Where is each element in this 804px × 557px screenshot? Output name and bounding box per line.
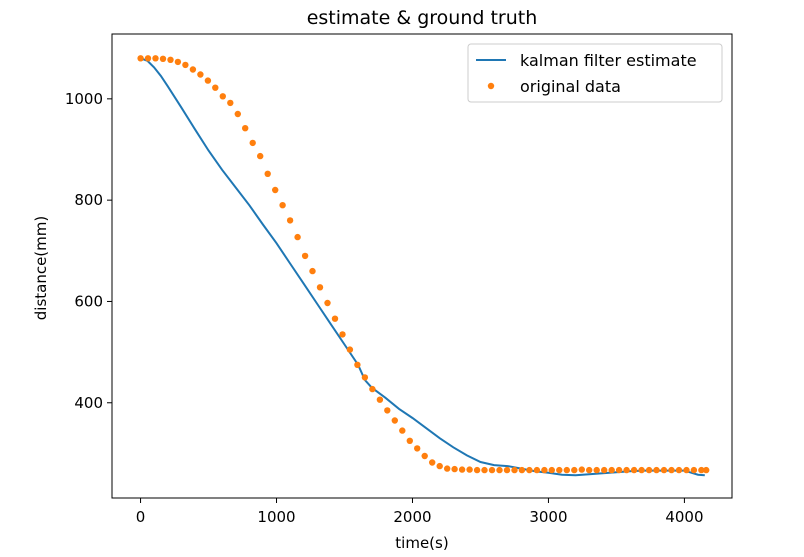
x-tick-label: 0	[136, 508, 146, 526]
series-line-0	[140, 57, 705, 477]
data-point	[526, 466, 533, 474]
data-point	[414, 445, 421, 452]
data-point	[451, 465, 458, 473]
data-point	[174, 58, 182, 66]
data-point	[137, 55, 144, 62]
data-point	[167, 56, 174, 63]
legend-label: kalman filter estimate	[520, 51, 697, 70]
data-point	[496, 466, 503, 474]
data-point	[159, 55, 167, 62]
data-point	[242, 125, 249, 132]
data-point	[675, 466, 683, 474]
data-point	[623, 466, 630, 474]
data-point	[481, 466, 488, 474]
y-tick-label: 1000	[65, 90, 103, 108]
data-point	[249, 139, 256, 147]
axes: 0 1000 2000 3000 4000 400 600 800 1000	[65, 33, 733, 526]
data-point	[324, 299, 331, 307]
plot-frame	[111, 33, 733, 499]
data-point	[279, 202, 286, 209]
legend-label: original data	[520, 77, 621, 96]
data-point	[503, 466, 511, 474]
data-point	[391, 417, 398, 424]
data-point	[444, 465, 451, 472]
x-tick-label: 4000	[665, 508, 703, 526]
data-point	[593, 466, 600, 474]
x-tick-label: 3000	[529, 508, 567, 526]
data-point	[272, 186, 279, 194]
data-point	[660, 466, 668, 474]
y-tick-label: 400	[74, 394, 103, 412]
data-point	[369, 385, 376, 393]
y-tick-label: 800	[74, 191, 103, 209]
data-point	[406, 437, 413, 444]
y-axis-label: distance(mm)	[32, 216, 50, 321]
data-point	[690, 466, 698, 474]
data-point	[533, 466, 541, 474]
data-point	[653, 466, 660, 474]
data-point	[204, 77, 212, 84]
x-axis-label: time(s)	[395, 534, 448, 552]
data-point	[683, 466, 690, 474]
legend: kalman filter estimate original data	[467, 43, 723, 103]
data-point	[227, 99, 234, 107]
data-point	[698, 466, 705, 474]
data-point	[309, 267, 316, 275]
data-point	[384, 407, 391, 414]
data-point	[331, 315, 339, 322]
data-point	[339, 331, 346, 338]
data-point	[234, 110, 241, 118]
data-point	[212, 84, 219, 91]
data-point	[144, 55, 152, 62]
legend-dot-marker	[487, 82, 495, 90]
data-point	[608, 466, 615, 474]
data-point	[197, 71, 204, 78]
data-point	[556, 466, 563, 474]
data-point	[294, 233, 301, 241]
data-point	[645, 466, 653, 474]
x-tick-label: 2000	[393, 508, 431, 526]
data-point	[630, 466, 638, 474]
data-point	[219, 93, 226, 100]
data-point	[571, 466, 578, 474]
data-point	[638, 466, 645, 474]
data-point	[436, 462, 443, 470]
data-point	[586, 466, 593, 474]
data-point	[541, 466, 548, 474]
data-point	[703, 466, 710, 474]
data-point	[563, 466, 570, 474]
y-tick-label: 600	[74, 292, 103, 310]
plot-area	[137, 55, 710, 477]
data-point	[286, 217, 294, 224]
data-point	[615, 466, 623, 474]
data-point	[421, 452, 428, 460]
data-point	[511, 466, 518, 474]
data-point	[182, 61, 189, 69]
data-point	[376, 396, 384, 403]
data-point	[354, 361, 361, 368]
data-point	[458, 466, 466, 473]
data-point	[601, 466, 608, 474]
chart-title: estimate & ground truth	[307, 7, 538, 29]
data-point	[466, 466, 473, 473]
data-point	[361, 374, 369, 381]
x-tick-label: 1000	[257, 508, 295, 526]
data-point	[346, 346, 354, 353]
data-point	[301, 252, 309, 260]
data-point	[488, 466, 496, 474]
data-point	[578, 466, 585, 473]
data-point	[257, 152, 264, 160]
data-point	[668, 466, 675, 474]
data-point	[518, 466, 526, 474]
data-point	[399, 427, 406, 434]
legend-box	[467, 43, 723, 103]
data-point	[548, 466, 555, 474]
data-point	[316, 284, 324, 291]
data-point	[264, 170, 271, 177]
data-point	[473, 466, 481, 474]
data-point	[429, 459, 436, 466]
data-point	[189, 66, 197, 73]
data-point	[152, 55, 159, 62]
